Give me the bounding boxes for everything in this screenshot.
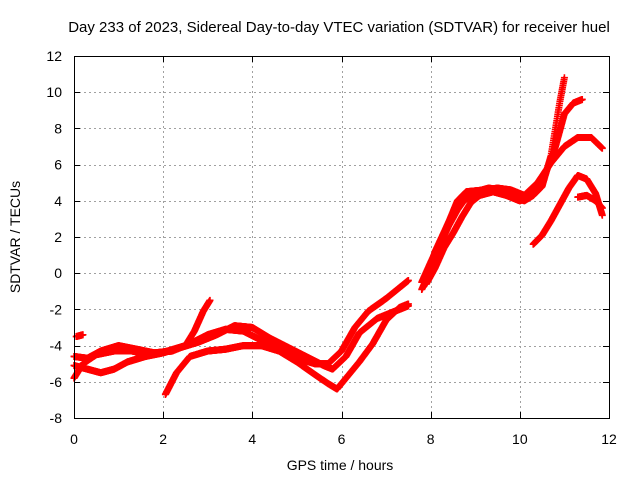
y-tick-label: 8 [54,120,62,136]
axis-ticks: 0 2 4 6 8 10 12 -8 -6 -4 -2 0 2 4 6 8 10 12 [46,48,617,447]
y-axis-label: SDTVAR / TECUs [7,181,23,293]
y-tick-label: -2 [50,301,63,317]
x-axis-label: GPS time / hours [287,457,394,473]
y-tick-label: 10 [46,84,62,100]
y-tick-label: 4 [54,193,62,209]
y-tick-label: -4 [50,338,63,354]
x-tick-label: 12 [601,431,617,447]
x-tick-label: 6 [338,431,346,447]
y-tick-label: 6 [54,157,62,173]
data-series [70,74,606,398]
x-tick-label: 8 [427,431,435,447]
series-track-h [422,133,606,283]
y-tick-label: 0 [54,265,62,281]
y-tick-label: 2 [54,229,62,245]
x-tick-label: 0 [70,431,78,447]
x-tick-label: 2 [159,431,167,447]
chart-title: Day 233 of 2023, Sidereal Day-to-day VTE… [68,19,610,36]
x-tick-label: 10 [512,431,528,447]
data-point [404,276,412,284]
x-tick-label: 4 [248,431,256,447]
y-tick-label: 12 [46,48,62,64]
y-tick-label: -8 [50,410,63,426]
series-track-c [70,296,214,382]
y-tick-label: -6 [50,374,63,390]
